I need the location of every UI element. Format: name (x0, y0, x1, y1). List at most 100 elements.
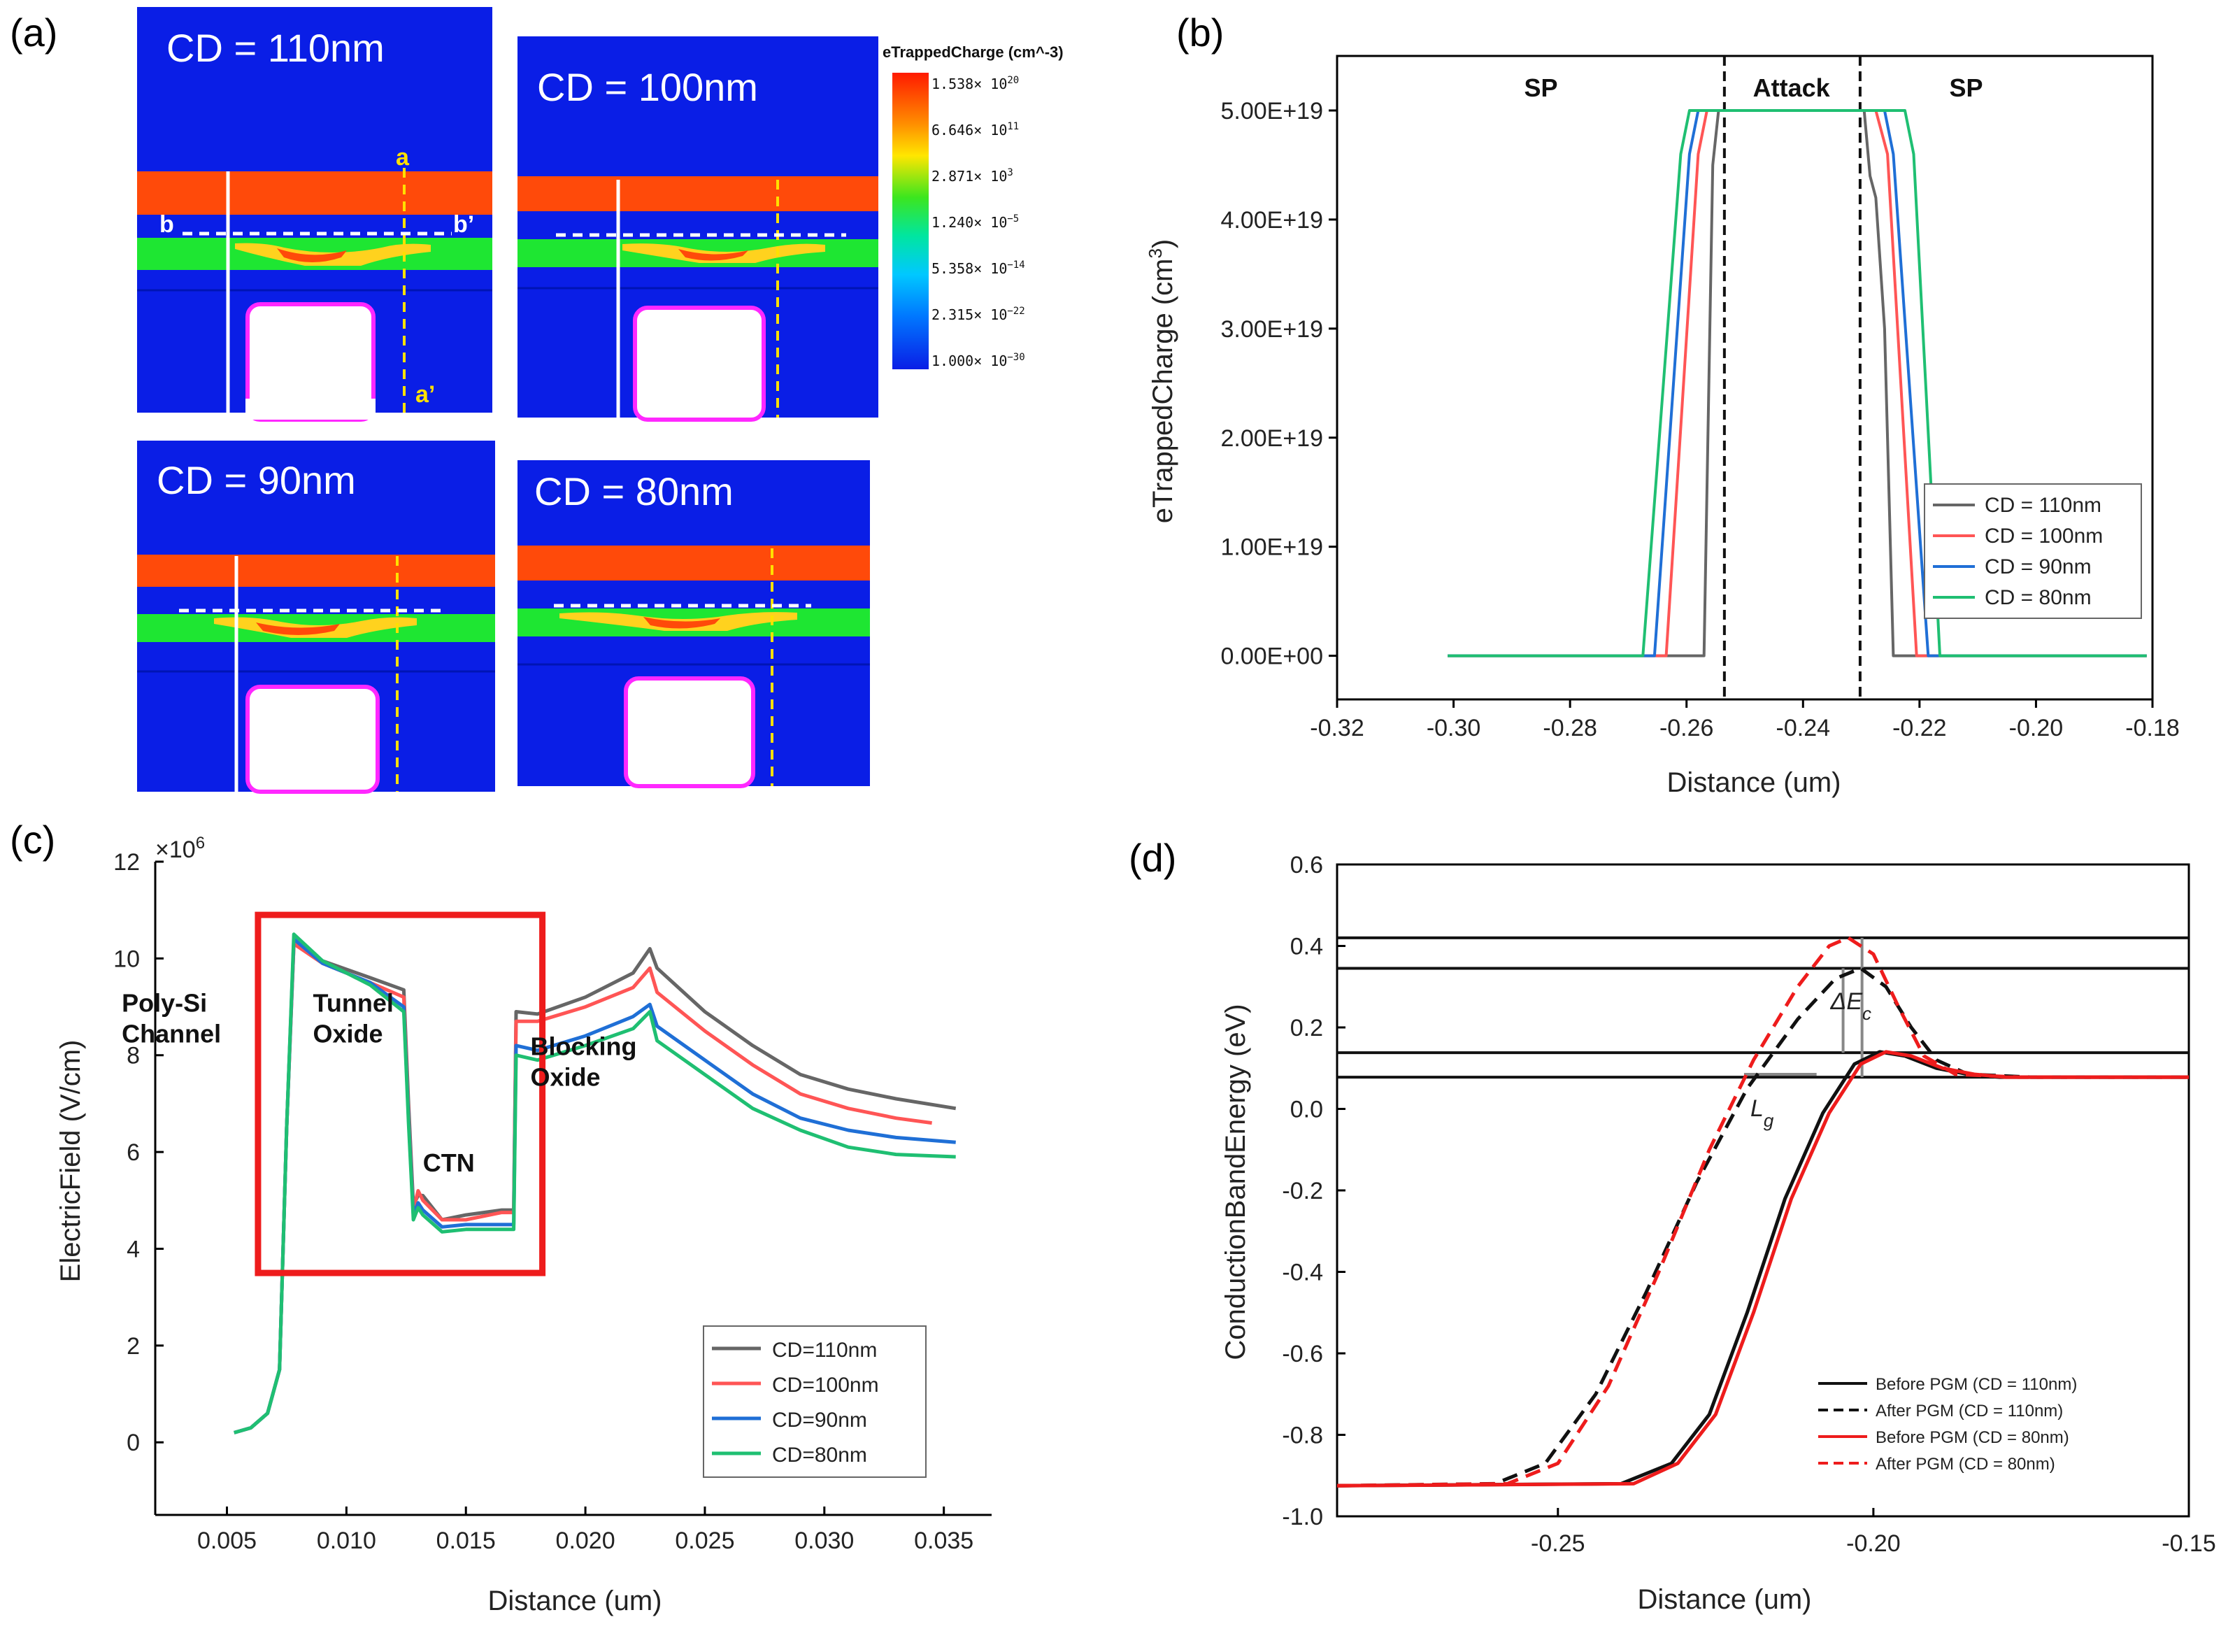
trapped-charge-core (643, 617, 720, 629)
colorbar-tick-mantissa: 1.240× 10 (931, 214, 1007, 231)
panel-c: (c) 0.005 0.010 0.015 0.020 0.025 0.030 0.0350… (10, 818, 992, 1616)
colorbar-tick-label: 5.358× 10−14 (931, 259, 1025, 277)
cd-label: CD = 80nm (534, 469, 734, 513)
colorbar-ticks: 1.538× 1020 6.646× 1011 2.871× 103 1.240× 1… (931, 75, 1025, 369)
d-y-tick-label: -0.4 (1282, 1260, 1323, 1286)
panel-a-label: (a) (10, 10, 57, 55)
colorbar-tick-label: 6.646× 1011 (931, 121, 1019, 138)
c-annotation-line: Blocking (530, 1032, 636, 1061)
c-x-tick-label: 0.005 (197, 1528, 257, 1554)
b-x-tick-label: -0.28 (1543, 715, 1597, 741)
c-region-annotation: CTN (423, 1148, 475, 1177)
c-annotation-line: Channel (122, 1019, 221, 1048)
panel-b-label: (b) (1176, 10, 1224, 55)
c-legend-label: CD=80nm (772, 1444, 867, 1467)
c-y-axis-title: ElectricField (V/cm) (55, 1040, 86, 1283)
d-y-tick-label: 0.4 (1290, 934, 1323, 960)
cd-label: CD = 90nm (157, 458, 356, 502)
d-annotation-subscript: g (1764, 1110, 1774, 1131)
colorbar-tick-exponent: −14 (1007, 259, 1024, 271)
d-y-axis-title: ConductionBandEnergy (eV) (1220, 1004, 1251, 1360)
b-legend-label: CD = 90nm (1985, 555, 2092, 578)
d-series-after-pgm-cd-80nm- (1336, 936, 2189, 1488)
c-x-tick-label: 0.025 (675, 1528, 734, 1554)
colorbar-title: eTrappedCharge (cm^-3) (883, 43, 1064, 61)
gate-contact (633, 306, 766, 422)
gate-contact (624, 676, 755, 788)
panel-b: (b) -0.32 -0.30 -0.28 -0.26 -0.24 -0.22 -0.20-… (1145, 10, 2180, 798)
d-y-tick-label: 0.0 (1290, 1097, 1323, 1123)
cut-label-b-prime: b’ (453, 211, 474, 238)
c-y-tick-label: 10 (113, 946, 140, 972)
c-x-tick-label: 0.030 (794, 1528, 854, 1554)
colorbar-tick-exponent: 20 (1007, 75, 1019, 86)
b-legend-label: CD = 110nm (1985, 494, 2101, 517)
colorbar-tick-mantissa: 1.000× 10 (931, 353, 1007, 369)
b-x-tick-label: -0.22 (1892, 715, 1947, 741)
b-y-tick-label: 0.00E+00 (1220, 643, 1323, 670)
c-region-annotation: Tunnel Oxide (313, 988, 394, 1048)
colorbar-tick-exponent: 11 (1007, 121, 1019, 132)
b-y-tick-label: 1.00E+19 (1220, 534, 1323, 561)
charge-layer-band (517, 176, 878, 211)
b-region-label: SP (1524, 73, 1557, 102)
d-annotation-symbol: ΔE (1830, 988, 1863, 1015)
b-region-label: Attack (1753, 73, 1831, 102)
b-y-tick-label: 2.00E+19 (1220, 425, 1323, 452)
colorbar-tick-mantissa: 2.871× 10 (931, 168, 1007, 185)
c-annotation-line: CTN (423, 1148, 475, 1177)
sim-image-cd110: CD = 110nm a a’ b b’ (137, 7, 492, 422)
c-annotation-line: Tunnel (313, 988, 394, 1017)
colorbar-tick-label: 2.315× 10−22 (931, 306, 1025, 323)
d-annotation: ΔEc (1830, 988, 1872, 1024)
b-y-tick-label: 5.00E+19 (1220, 98, 1323, 124)
c-y-tick-label: 8 (127, 1043, 140, 1069)
gate-contact (245, 685, 380, 794)
b-region-label: SP (1949, 73, 1983, 102)
d-annotation-subscript: c (1862, 1003, 1871, 1024)
d-y-tick-label: -0.6 (1282, 1341, 1323, 1367)
cd-label: CD = 100nm (537, 65, 758, 109)
b-plot-frame (1336, 55, 2154, 701)
c-x-tick-label: 0.015 (436, 1528, 496, 1554)
b-series-cd-110nm (1448, 109, 2147, 657)
c-x-tick-label: 0.020 (556, 1528, 615, 1554)
b-legend-label: CD = 100nm (1985, 525, 2103, 548)
cut-label-a-prime: a’ (415, 381, 435, 408)
chart-b: -0.32 -0.30 -0.28 -0.26 -0.24 -0.22 -0.20 -0.18… (1220, 55, 2180, 741)
colorbar-tick-exponent: −22 (1007, 306, 1024, 317)
trapped-charge-core (678, 249, 748, 261)
colorbar-tick-mantissa: 2.315× 10 (931, 306, 1007, 323)
charge-layer-band (137, 171, 492, 215)
d-y-tick-label: -0.8 (1282, 1423, 1323, 1449)
d-x-tick-label: -0.25 (1531, 1530, 1585, 1557)
b-x-tick-label: -0.18 (2125, 715, 2180, 741)
c-y-tick-label: 2 (127, 1333, 140, 1360)
b-y-tick-label: 4.00E+19 (1220, 207, 1323, 234)
c-x-tick-label: 0.035 (914, 1528, 973, 1554)
d-x-tick-label: -0.15 (2162, 1530, 2216, 1557)
cd-label: CD = 110nm (166, 26, 385, 70)
trapped-charge-core (256, 622, 340, 635)
d-annotation: Lg (1750, 1095, 1774, 1131)
colorbar-tick-mantissa: 1.538× 10 (931, 76, 1007, 92)
c-x-tick-label: 0.010 (317, 1528, 376, 1554)
gate-contact-base (245, 399, 376, 420)
d-x-axis-title: Distance (um) (1638, 1584, 1812, 1615)
sim-image-cd100: CD = 100nm (517, 36, 878, 422)
c-annotation-line: Oxide (313, 1019, 383, 1048)
d-legend-label: After PGM (CD = 110nm) (1876, 1402, 2063, 1420)
charge-layer-band (517, 546, 870, 581)
panel-d: (d) -0.25 -0.20 -0.15 -1.0 -0.8 -0.6 -0.4 -0.2 0… (1129, 836, 2216, 1615)
b-x-tick-label: -0.24 (1776, 715, 1831, 741)
c-y-tick-label: 0 (127, 1430, 140, 1456)
colorbar-tick-exponent: −30 (1007, 352, 1024, 363)
c-y-tick-label: 6 (127, 1139, 140, 1166)
d-y-tick-label: 0.6 (1290, 852, 1323, 878)
b-x-tick-label: -0.26 (1659, 715, 1714, 741)
sim-image-cd80: CD = 80nm (517, 460, 870, 788)
c-legend-label: CD=110nm (772, 1339, 877, 1362)
colorbar: eTrappedCharge (cm^-3) 1.538× 1020 6.646×… (883, 43, 1064, 369)
c-region-annotation: Poly-Si Channel (122, 988, 221, 1048)
